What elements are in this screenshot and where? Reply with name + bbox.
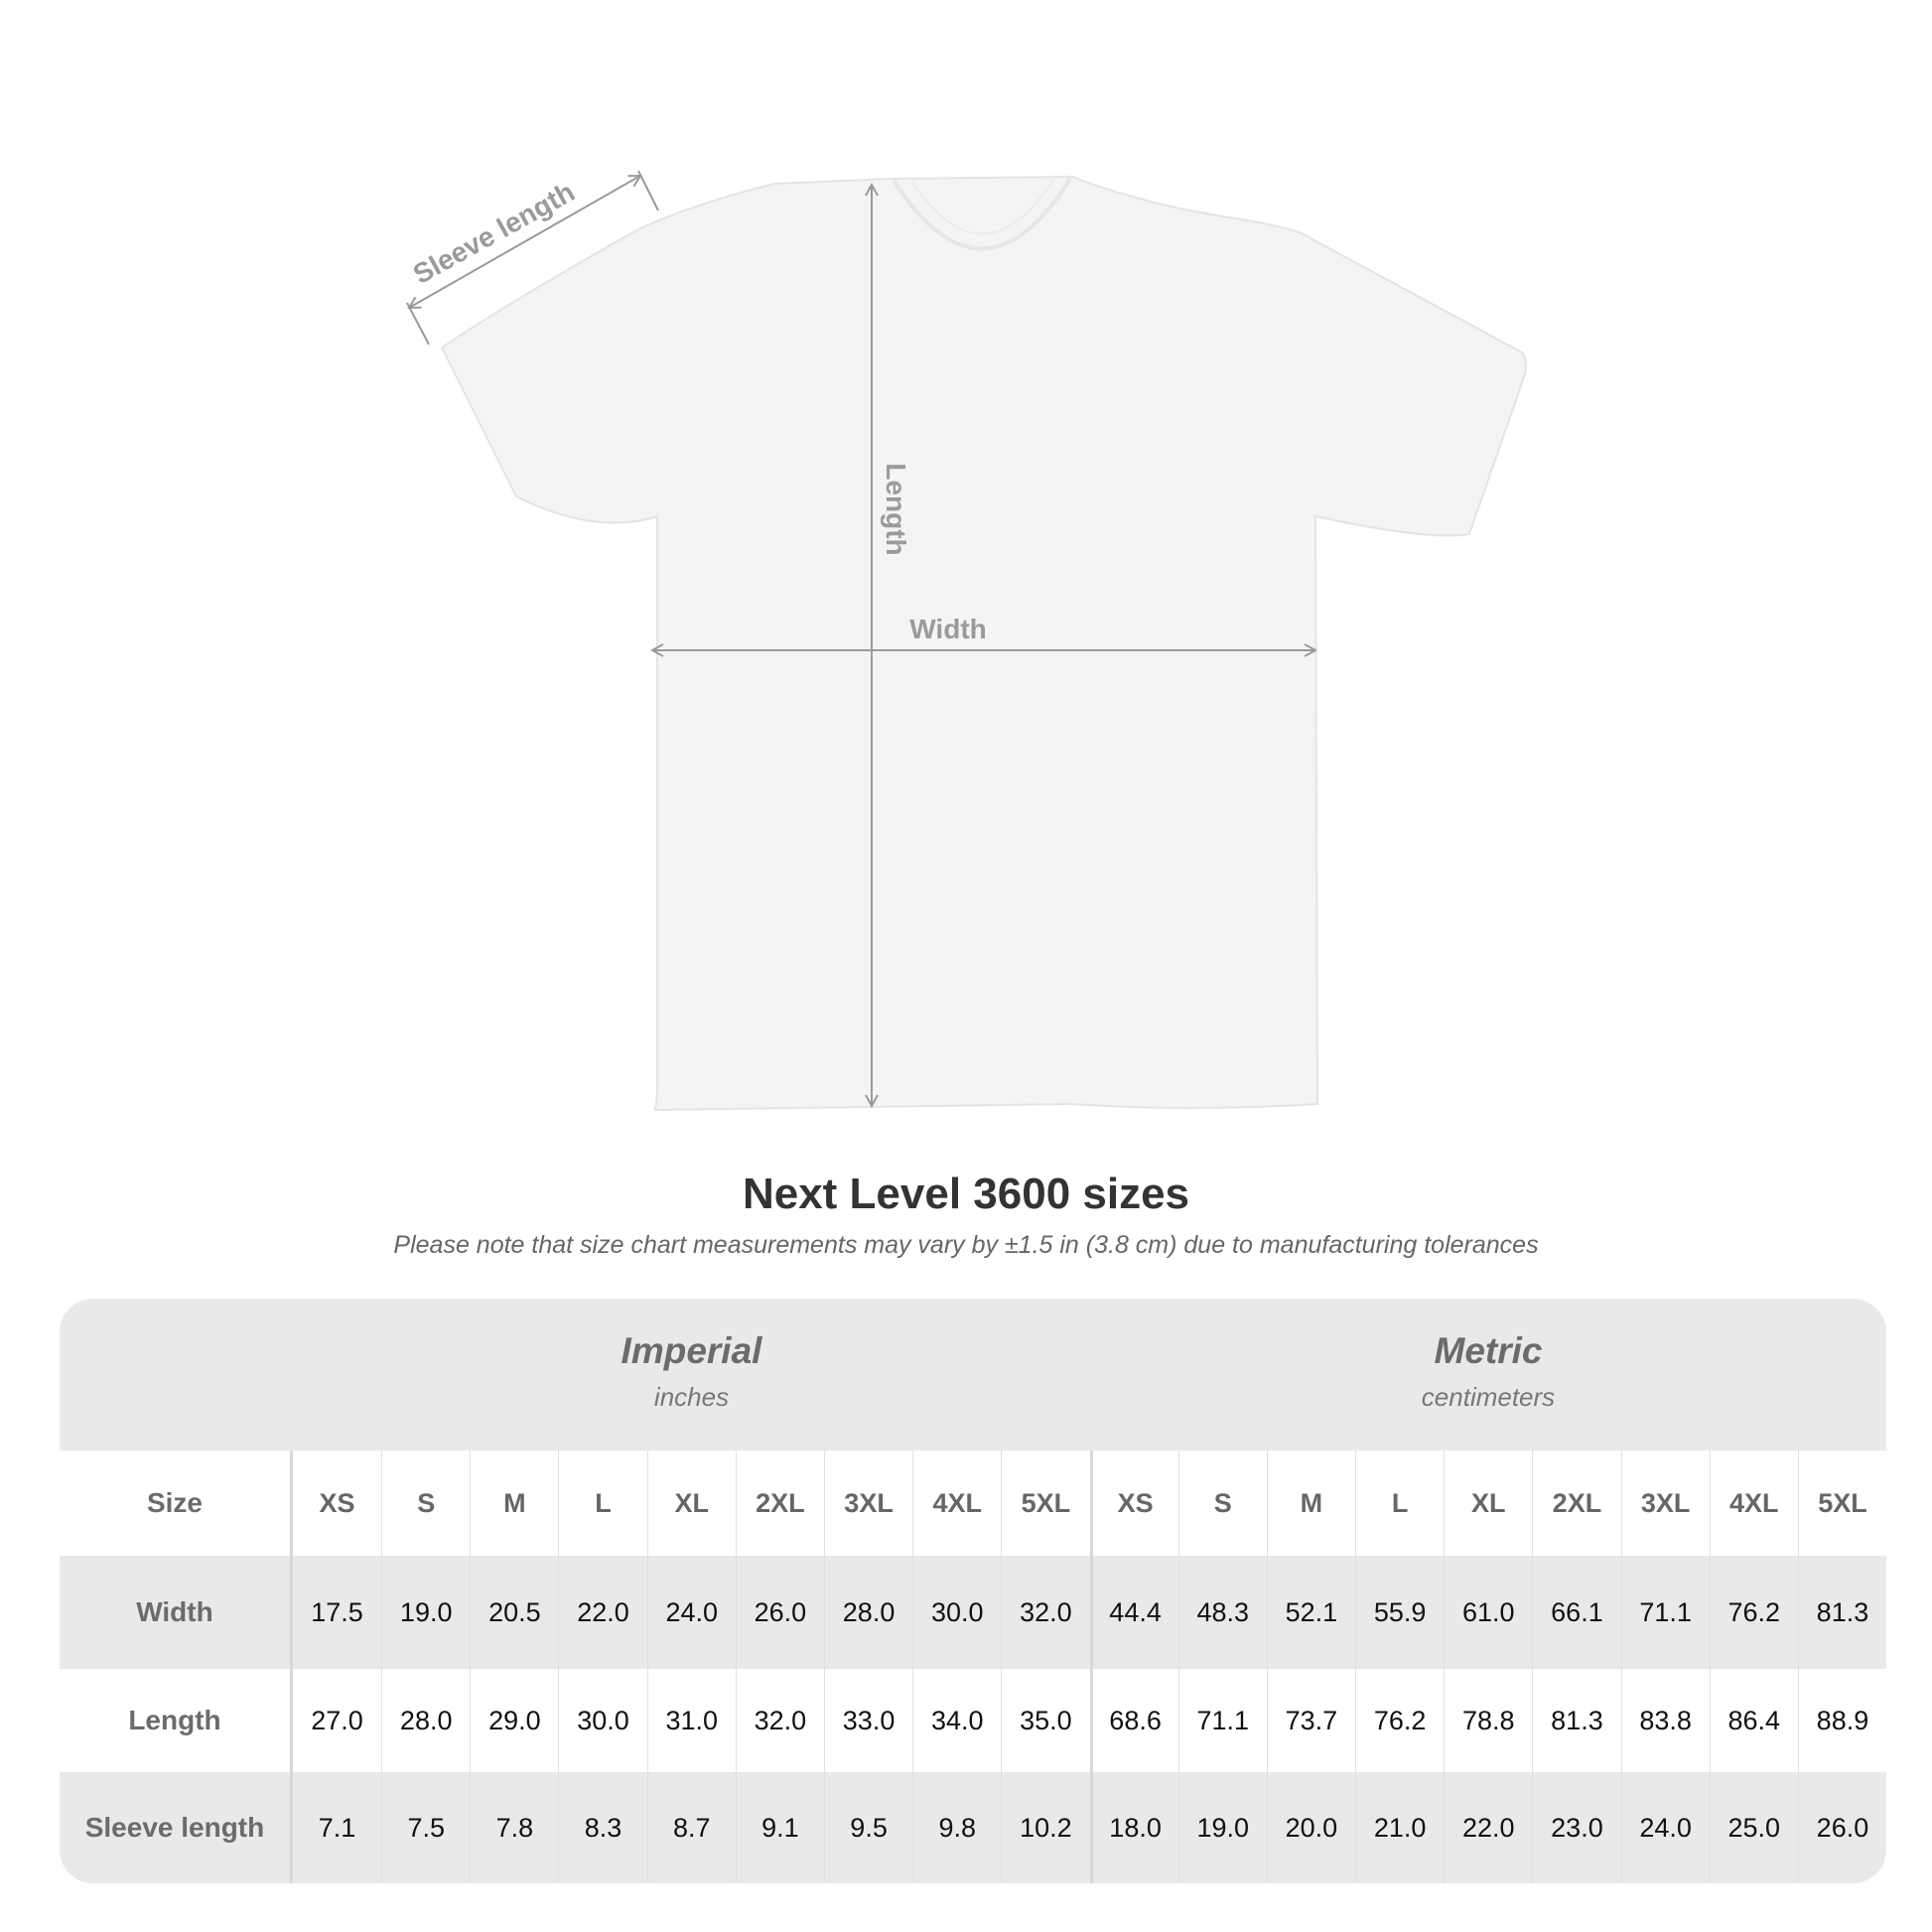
sleeve-tick-right: [637, 170, 659, 211]
sleeve-arrow: [409, 176, 640, 308]
table-cell: 30.0: [558, 1669, 646, 1772]
size-header-cell: XL: [646, 1450, 736, 1556]
table-cell: 28.0: [381, 1669, 470, 1772]
imperial-header: Imperial inches: [293, 1299, 1090, 1450]
table-cell: 76.2: [1709, 1556, 1798, 1669]
length-label: Length: [881, 463, 911, 555]
size-header-cell: 2XL: [1532, 1450, 1620, 1556]
table-cell: 10.2: [1001, 1772, 1089, 1883]
table-cell: 44.4: [1089, 1556, 1178, 1669]
table-cell: 32.0: [735, 1669, 824, 1772]
sleeve-length-label: Sleeve length: [408, 176, 580, 290]
size-header-cell: XS: [1089, 1450, 1178, 1556]
size-header-cell: L: [558, 1450, 646, 1556]
table-cell: 21.0: [1355, 1772, 1444, 1883]
table-cell: 52.1: [1266, 1556, 1355, 1669]
table-cell: 24.0: [1620, 1772, 1710, 1883]
table-cell: 81.3: [1797, 1556, 1886, 1669]
tshirt-diagram: Sleeve length Length Width: [406, 170, 1528, 1112]
tolerance-note: Please note that size chart measurements…: [393, 1231, 1539, 1259]
table-cell: 25.0: [1709, 1772, 1798, 1883]
table-cell: 71.1: [1620, 1556, 1710, 1669]
table-row: Sleeve length 7.1 7.5 7.8 8.3 8.7 9.1 9.5 9.8 10.…: [60, 1772, 1886, 1883]
table-cell: 31.0: [646, 1669, 736, 1772]
imperial-label: Imperial: [621, 1330, 762, 1371]
table-cell: 78.8: [1444, 1669, 1532, 1772]
collar-inner: [910, 178, 1055, 235]
page-title: Next Level 3600 sizes: [742, 1170, 1190, 1218]
table-row: Width 17.5 19.0 20.5 22.0 24.0 26.0 28.0 30.0 32.…: [60, 1556, 1886, 1669]
table-cell: 48.3: [1177, 1556, 1267, 1669]
table-cell: 68.6: [1089, 1669, 1178, 1772]
table-cell: 19.0: [381, 1556, 470, 1669]
table-cell: 9.8: [912, 1772, 1001, 1883]
table-cell: 61.0: [1444, 1556, 1532, 1669]
table-cell: 7.8: [470, 1772, 558, 1883]
table-cell: 32.0: [1001, 1556, 1089, 1669]
size-header-cell: 5XL: [1001, 1450, 1089, 1556]
table-cell: 8.3: [558, 1772, 646, 1883]
table-cell: 66.1: [1532, 1556, 1620, 1669]
table-cell: 23.0: [1532, 1772, 1620, 1883]
table-cell: 17.5: [311, 1596, 363, 1627]
table-cell: 18.0: [1089, 1772, 1178, 1883]
table-cell: 83.8: [1620, 1669, 1710, 1772]
table-cell: 30.0: [912, 1556, 1001, 1669]
size-header-row: Size XS S M L XL 2XL 3XL 4XL 5XL XS S M L XL 2XL 3XL 4XL 5…: [60, 1450, 1886, 1556]
metric-header: Metric centimeters: [1090, 1299, 1886, 1450]
metric-label: Metric: [1434, 1330, 1543, 1371]
table-cell: 88.9: [1797, 1669, 1886, 1772]
table-cell: 24.0: [646, 1556, 736, 1669]
collar: [892, 177, 1072, 251]
table-cell: 19.0: [1177, 1772, 1267, 1883]
imperial-unit: inches: [653, 1382, 730, 1412]
table-cell: 9.1: [735, 1772, 824, 1883]
size-header-cell: 4XL: [912, 1450, 1001, 1556]
size-header-cell: 3XL: [1620, 1450, 1710, 1556]
size-header-cell: 5XL: [1797, 1450, 1886, 1556]
table-cell: 76.2: [1355, 1669, 1444, 1772]
table-cell: 26.0: [1797, 1772, 1886, 1883]
table-cell: 28.0: [823, 1556, 912, 1669]
table-cell: 20.5: [470, 1556, 558, 1669]
row-label: Width: [60, 1556, 293, 1669]
table-cell: 20.0: [1266, 1772, 1355, 1883]
size-header-cell: 2XL: [735, 1450, 824, 1556]
table-cell: 73.7: [1266, 1669, 1355, 1772]
row-label: Size: [60, 1450, 293, 1556]
table-cell: 22.0: [1444, 1772, 1532, 1883]
size-header-cell: 4XL: [1709, 1450, 1798, 1556]
table-cell: 26.0: [735, 1556, 824, 1669]
size-header-cell: XL: [1444, 1450, 1532, 1556]
size-header-cell: M: [1266, 1450, 1355, 1556]
table-cell: 29.0: [470, 1669, 558, 1772]
size-header-cell: L: [1355, 1450, 1444, 1556]
table-cell: 27.0: [311, 1705, 363, 1735]
table-cell: 34.0: [912, 1669, 1001, 1772]
table-cell: 33.0: [823, 1669, 912, 1772]
sleeve-tick-left: [406, 302, 430, 345]
table-cell: 35.0: [1001, 1669, 1089, 1772]
size-header-cell: XS: [319, 1487, 355, 1518]
table-cell: 86.4: [1709, 1669, 1798, 1772]
table-row: Length 27.0 28.0 29.0 30.0 31.0 32.0 33.0 34.0 35…: [60, 1669, 1886, 1772]
table-cell: 8.7: [646, 1772, 736, 1883]
table-cell: 9.5: [823, 1772, 912, 1883]
metric-unit: centimeters: [1421, 1382, 1556, 1412]
table-cell: 7.5: [381, 1772, 470, 1883]
width-label: Width: [909, 614, 987, 644]
size-header-cell: 3XL: [823, 1450, 912, 1556]
table-cell: 55.9: [1355, 1556, 1444, 1669]
size-header-cell: S: [1177, 1450, 1267, 1556]
table-cell: 7.1: [318, 1812, 356, 1843]
row-label: Length: [60, 1669, 293, 1772]
size-header-cell: S: [381, 1450, 470, 1556]
size-chart-table: Imperial inches Metric centimeters Size X…: [60, 1299, 1886, 1883]
size-header-cell: M: [470, 1450, 558, 1556]
table-cell: 71.1: [1177, 1669, 1267, 1772]
row-label: Sleeve length: [60, 1772, 293, 1883]
table-cell: 22.0: [558, 1556, 646, 1669]
table-cell: 81.3: [1532, 1669, 1620, 1772]
